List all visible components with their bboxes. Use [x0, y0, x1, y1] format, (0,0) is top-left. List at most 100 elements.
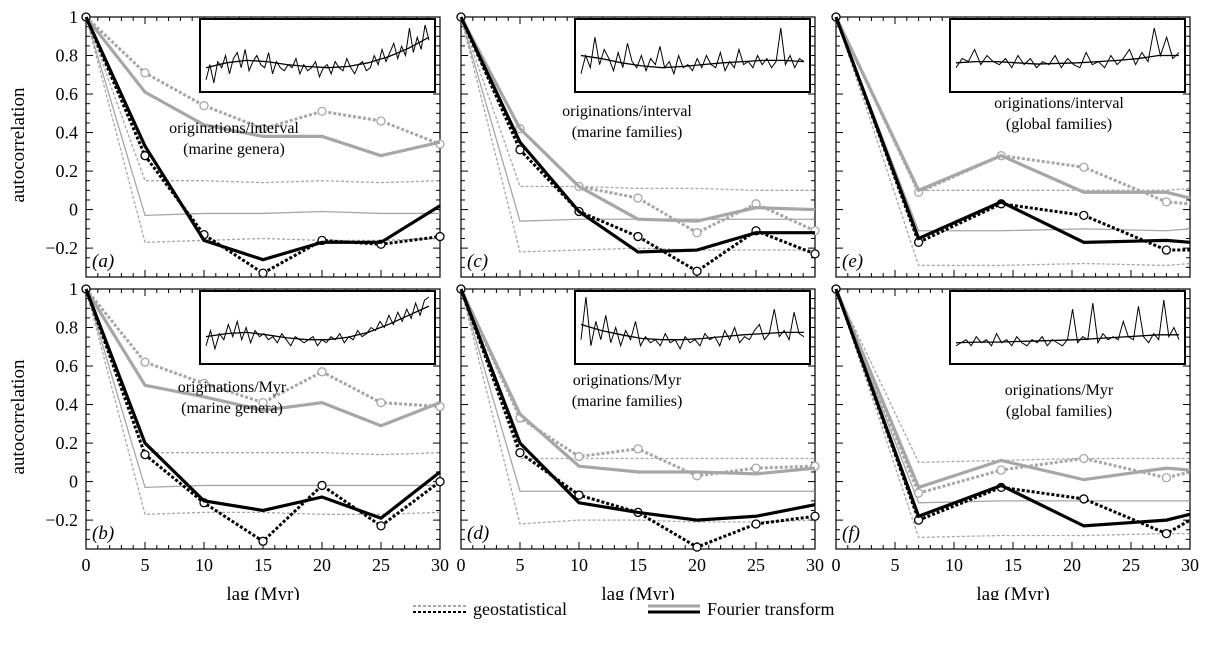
y-tick-label: 0 — [69, 472, 78, 492]
panel-label: (f) — [842, 523, 860, 544]
fourier-black-line — [459, 16, 815, 254]
data-point — [258, 268, 268, 278]
fourier-gray-line — [84, 288, 441, 428]
panel-title: originations/Myr — [1005, 382, 1114, 399]
data-point — [1161, 197, 1172, 207]
data-point — [140, 357, 150, 367]
inset-trend-line — [580, 54, 805, 69]
data-point — [317, 367, 327, 377]
data-point — [633, 231, 643, 242]
fourier-envelope-mean — [835, 16, 1191, 232]
data-point — [1079, 210, 1089, 221]
inset-trend-line — [955, 334, 1179, 344]
panel-subtitle: (marine genera) — [181, 400, 283, 417]
data-point — [810, 511, 820, 521]
y-tick-label: 0.8 — [56, 46, 79, 66]
data-point — [1079, 162, 1089, 172]
geostat-envelope-lower — [85, 16, 441, 243]
panel-title: originations/interval — [994, 95, 1124, 112]
panel-subtitle: (global families) — [1006, 403, 1112, 420]
data-point — [258, 536, 268, 546]
inset-frame — [949, 290, 1186, 365]
x-tick-label: 5 — [516, 555, 525, 575]
inset-frame — [199, 290, 436, 365]
data-point — [751, 519, 761, 529]
inset-trend-line — [205, 305, 430, 341]
inset-series-line — [205, 24, 430, 84]
inset-trend-line — [205, 36, 430, 69]
inset-trend-line — [955, 54, 1179, 65]
geostat-envelope-lower — [85, 288, 441, 515]
fourier-gray-line — [459, 16, 816, 223]
inset-trend-line — [580, 323, 804, 341]
geostat-envelope-lower — [460, 288, 816, 525]
panel-subtitle: (marine families) — [572, 124, 683, 141]
data-point — [574, 451, 584, 462]
panel-subtitle: (marine genera) — [183, 141, 285, 158]
x-tick-label: 25 — [1122, 555, 1140, 575]
y-tick-label: −0.2 — [45, 510, 78, 530]
panel-subtitle: (global families) — [1006, 116, 1112, 133]
data-point — [751, 463, 761, 473]
x-tick-label: 10 — [195, 555, 213, 575]
legend-fourier-label: Fourier transform — [707, 599, 834, 619]
data-point — [692, 228, 702, 238]
x-tick-label: 5 — [891, 555, 900, 575]
data-point — [996, 465, 1006, 475]
fourier-black-line — [834, 288, 1191, 528]
geostatistical-gray-line — [834, 288, 1191, 495]
y-axis-label: autocorrelation — [8, 87, 29, 203]
data-point — [140, 68, 150, 78]
x-tick-label: 15 — [629, 555, 647, 575]
data-point — [317, 480, 327, 491]
data-point — [140, 151, 150, 161]
y-tick-label: 0.4 — [56, 123, 79, 143]
x-tick-label: 0 — [457, 555, 466, 575]
y-axis-label: autocorrelation — [8, 359, 29, 475]
data-point — [633, 193, 643, 203]
panel-title: originations/Myr — [573, 372, 682, 389]
fourier-envelope-mean — [835, 288, 1190, 504]
geostat-envelope-upper — [85, 16, 441, 184]
data-point — [810, 249, 820, 259]
y-tick-label: 0.2 — [56, 161, 79, 181]
fourier-black-line — [834, 16, 1191, 244]
data-point — [258, 397, 268, 408]
data-point — [913, 488, 924, 498]
x-tick-label: 5 — [141, 555, 150, 575]
data-point — [633, 444, 643, 454]
panel-label: (c) — [467, 251, 488, 272]
x-tick-label: 0 — [832, 555, 841, 575]
data-point — [140, 449, 150, 460]
geostatistical-black-line — [834, 16, 1190, 252]
panel-a: 1 0.8 0.6 0.4 0.2 0 −0.2 autocorrelation origina… — [8, 7, 445, 278]
data-point — [1161, 473, 1172, 483]
x-tick-label: 10 — [945, 555, 963, 575]
panel-label: (d) — [467, 523, 489, 544]
data-point — [1079, 453, 1089, 464]
legend: geostatistical Fourier transform — [413, 599, 834, 619]
legend-geostatistical-label: geostatistical — [473, 599, 567, 619]
panel-f: 0 5 10 15 20 25 30 lag (Myr) originations/Myr (gl… — [831, 284, 1199, 600]
data-point — [435, 476, 445, 487]
data-point — [435, 231, 445, 242]
data-point — [317, 106, 327, 117]
geostat-envelope-lower — [835, 288, 1190, 539]
y-tick-label: −0.2 — [45, 238, 78, 258]
x-tick-label: 30 — [431, 555, 449, 575]
y-tick-label: 0.2 — [56, 433, 79, 453]
data-point — [1161, 245, 1172, 255]
x-tick-label: 15 — [254, 555, 272, 575]
data-point — [199, 378, 209, 389]
geostat-envelope-lower — [835, 16, 1191, 267]
data-point — [515, 145, 525, 155]
fourier-envelope-mean — [85, 288, 440, 489]
data-point — [692, 266, 702, 276]
panel-c: originations/interval (marine families) (c… — [456, 12, 820, 278]
geostat-envelope-upper — [460, 16, 815, 191]
data-point — [1079, 494, 1089, 504]
geostat-envelope-lower — [460, 16, 815, 253]
panel-label: (a) — [92, 251, 114, 272]
x-tick-label: 30 — [1181, 555, 1199, 575]
figure: 1 0.8 0.6 0.4 0.2 0 −0.2 autocorrelation origina… — [8, 7, 1199, 600]
